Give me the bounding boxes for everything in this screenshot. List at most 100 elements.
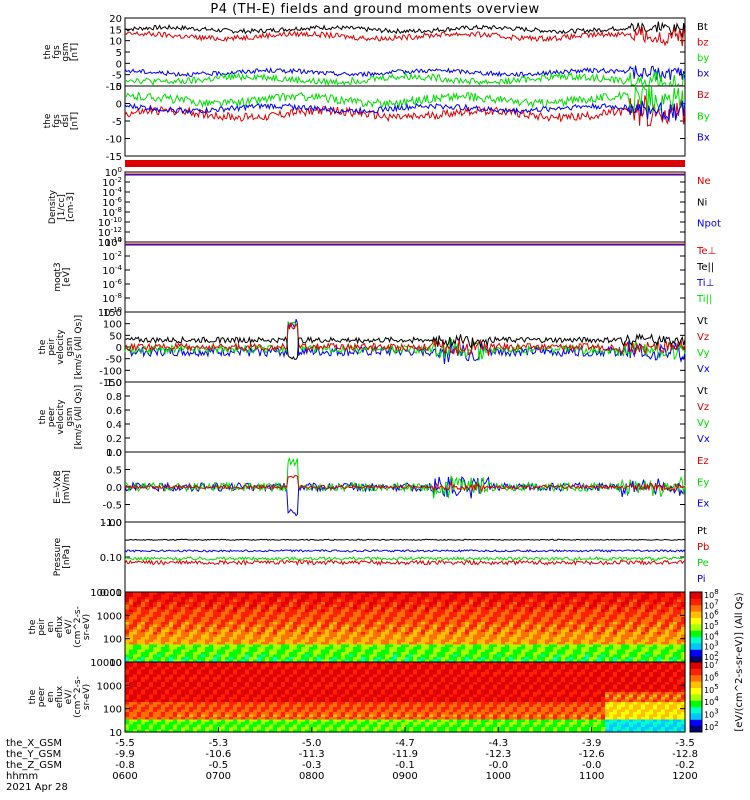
spectrogram-cell xyxy=(633,659,638,663)
spectrogram-cell xyxy=(313,634,318,638)
spectrogram-cell xyxy=(477,609,482,613)
legend-entry: Vx xyxy=(697,364,710,375)
spectrogram-cell xyxy=(313,597,318,601)
spectrogram-cell xyxy=(329,639,334,643)
spectrogram-cell xyxy=(601,649,606,653)
spectrogram-cell xyxy=(461,612,466,616)
spectrogram-cell xyxy=(577,614,582,618)
spectrogram-cell xyxy=(501,654,506,658)
spectrogram-cell xyxy=(305,649,310,653)
spectrogram-cell xyxy=(521,609,526,613)
spectrogram-cell xyxy=(345,669,350,673)
spectrogram-cell xyxy=(405,652,410,656)
spectrogram-cell xyxy=(517,622,522,626)
y-axis-label: the xyxy=(38,339,48,354)
spectrogram-cell xyxy=(249,654,254,658)
spectrogram-cell xyxy=(173,639,178,643)
spectrogram-cell xyxy=(369,639,374,643)
spectrogram-cell xyxy=(377,597,382,601)
spectrogram-cell xyxy=(673,609,678,613)
spectrogram-cell xyxy=(329,657,334,661)
spectrogram-cell xyxy=(621,637,626,641)
spectrogram-cell xyxy=(465,627,470,631)
spectrogram-cell xyxy=(621,599,626,603)
spectrogram-cell xyxy=(161,614,166,618)
spectrogram-cell xyxy=(645,602,650,606)
spectrogram-cell xyxy=(601,624,606,628)
spectrogram-cell xyxy=(565,612,570,616)
spectrogram-cell xyxy=(569,594,574,598)
spectrogram-cell xyxy=(257,672,262,676)
spectrogram-cell xyxy=(441,604,446,608)
spectrogram-cell xyxy=(553,627,558,631)
y-axis-label: [cm-3] xyxy=(66,192,76,222)
spectrogram-cell xyxy=(589,637,594,641)
spectrogram-cell xyxy=(389,624,394,628)
spectrogram-cell xyxy=(441,662,446,666)
spectrogram-cell xyxy=(125,619,130,623)
spectrogram-cell xyxy=(249,592,254,596)
spectrogram-cell xyxy=(385,664,390,668)
spectrogram-cell xyxy=(581,674,586,678)
series-line-Pb xyxy=(124,559,686,567)
spectrogram-cell xyxy=(641,602,646,606)
spectrogram-cell xyxy=(265,652,270,656)
spectrogram-cell xyxy=(421,644,426,648)
spectrogram-cell xyxy=(209,604,214,608)
spectrogram-cell xyxy=(269,664,274,668)
spectrogram-cell xyxy=(353,592,358,596)
spectrogram-cell xyxy=(153,667,158,671)
spectrogram-cell xyxy=(601,639,606,643)
spectrogram-cell xyxy=(409,662,414,666)
spectrogram-cell xyxy=(317,599,322,603)
spectrogram-cell xyxy=(589,624,594,628)
spectrogram-cell xyxy=(197,644,202,648)
spectrogram-cell xyxy=(253,624,258,628)
spectrogram-cell xyxy=(641,622,646,626)
spectrogram-cell xyxy=(617,612,622,616)
spectrogram-cell xyxy=(309,667,314,671)
spectrogram-cell xyxy=(509,604,514,608)
spectrogram-cell xyxy=(237,609,242,613)
spectrogram-cell xyxy=(477,622,482,626)
spectrogram-cell xyxy=(497,599,502,603)
spectrogram-cell xyxy=(189,632,194,636)
spectrogram-cell xyxy=(205,609,210,613)
spectrogram-cell xyxy=(345,614,350,618)
spectrogram-cell xyxy=(261,599,266,603)
spectrogram-cell xyxy=(425,612,430,616)
spectrogram-cell xyxy=(545,609,550,613)
spectrogram-cell xyxy=(661,592,666,596)
spectrogram-cell xyxy=(381,632,386,636)
spectrogram-cell xyxy=(221,624,226,628)
spectrogram-cell xyxy=(485,627,490,631)
spectrogram-cell xyxy=(509,617,514,621)
spectrogram-cell xyxy=(593,602,598,606)
spectrogram-cell xyxy=(621,669,626,673)
spectrogram-cell xyxy=(601,617,606,621)
spectrogram-cell xyxy=(669,599,674,603)
spectrogram-cell xyxy=(589,644,594,648)
spectrogram-cell xyxy=(669,627,674,631)
spectrogram-cell xyxy=(373,642,378,646)
spectrogram-cell xyxy=(521,624,526,628)
spectrogram-cell xyxy=(517,649,522,653)
spectrogram-cell xyxy=(597,627,602,631)
spectrogram-cell xyxy=(657,632,662,636)
spectrogram-cell xyxy=(233,664,238,668)
spectrogram-cell xyxy=(209,664,214,668)
spectrogram-cell xyxy=(261,594,266,598)
spectrogram-cell xyxy=(665,639,670,643)
spectrogram-cell xyxy=(417,647,422,651)
spectrogram-cell xyxy=(369,649,374,653)
spectrogram-cell xyxy=(521,634,526,638)
spectrogram-cell xyxy=(429,614,434,618)
spectrogram-cell xyxy=(361,654,366,658)
spectrogram-cell xyxy=(397,594,402,598)
spectrogram-cell xyxy=(557,607,562,611)
spectrogram-cell xyxy=(545,674,550,678)
spectrogram-cell xyxy=(125,654,130,658)
spectrogram-cell xyxy=(345,607,350,611)
spectrogram-cell xyxy=(329,669,334,673)
y-tick-label: 10-12 xyxy=(98,226,122,239)
